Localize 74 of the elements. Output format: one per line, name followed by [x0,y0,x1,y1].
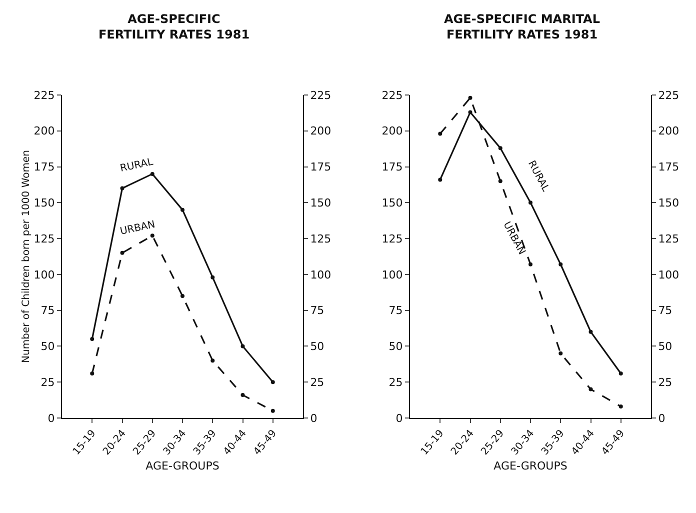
y2-tick-label: 150 [310,196,332,210]
y-tick-label: 25 [388,376,403,389]
y2-tick-label: 0 [310,412,318,425]
point [528,262,532,266]
point [90,337,94,342]
point [150,172,154,176]
y-tick-label: 150 [382,196,403,210]
chart-title: AGE-SPECIFIC FERTILITY RATES 1981 [98,12,250,42]
y-tick-label: 225 [382,88,403,102]
y2-tick-label: 50 [310,340,324,354]
y2-tick-label: 225 [310,88,332,102]
point [180,294,184,298]
y2-tick-label: 75 [310,304,324,318]
y-tick-label: 50 [388,340,403,354]
x-axis-title: AGE-GROUPS [494,459,568,472]
point [438,178,442,182]
y2-tick-label: 125 [658,232,680,246]
y2-tick-label: 75 [658,304,672,318]
point [618,372,623,376]
y2-tick-label: 25 [310,376,324,389]
y2-tick-label: 100 [310,268,332,282]
point [618,404,623,409]
y2-tick-label: 0 [658,412,666,425]
y-tick-label: 50 [40,340,55,354]
y2-tick-label: 200 [658,124,680,138]
point [558,351,563,356]
y2-tick-label: 100 [658,268,680,282]
point [270,408,275,413]
y-axis-title: Number of Children born per 1000 Women [20,150,32,363]
y2-tick-label: 125 [310,232,332,246]
point [90,372,94,376]
y-tick-label: 225 [34,88,55,102]
point [528,200,532,205]
y-tick-label: 0 [396,412,403,425]
y2-tick-label: 200 [310,124,332,138]
text: RURAL [119,156,154,174]
point [180,208,184,212]
y-tick-label: 175 [382,160,403,174]
point [240,393,245,398]
point [120,250,124,255]
point [468,110,472,114]
point [588,387,593,392]
y2-tick-label: 175 [310,160,332,174]
chart-title: AGE-SPECIFIC MARITAL FERTILITY RATES 1981 [444,12,600,42]
y2-tick-label: 25 [658,376,672,389]
point [498,179,502,184]
y-tick-label: 150 [34,196,55,210]
y2-tick-label: 175 [658,160,680,174]
point [210,275,215,280]
point [240,344,245,348]
y-tick-label: 125 [382,232,403,246]
y-tick-label: 175 [34,160,55,174]
point [588,330,593,334]
y-tick-label: 75 [388,304,403,318]
y-tick-label: 200 [382,124,403,138]
y-tick-label: 25 [40,376,55,389]
y-tick-label: 0 [48,412,55,425]
point [270,380,275,384]
y2-tick-label: 50 [658,340,672,354]
y-tick-label: 100 [34,268,55,282]
y-tick-label: 100 [382,268,403,282]
y2-tick-label: 150 [658,196,680,210]
y-tick-label: 125 [34,232,55,246]
point [210,358,215,363]
point [498,146,502,150]
x-axis-title: AGE-GROUPS [146,459,220,472]
point [438,132,442,136]
y-tick-label: 75 [40,304,55,318]
text: URBAN [119,219,156,238]
point [468,96,472,100]
point [120,186,124,190]
y-tick-label: 200 [34,124,55,138]
y2-tick-label: 225 [658,88,680,102]
point [558,262,563,266]
